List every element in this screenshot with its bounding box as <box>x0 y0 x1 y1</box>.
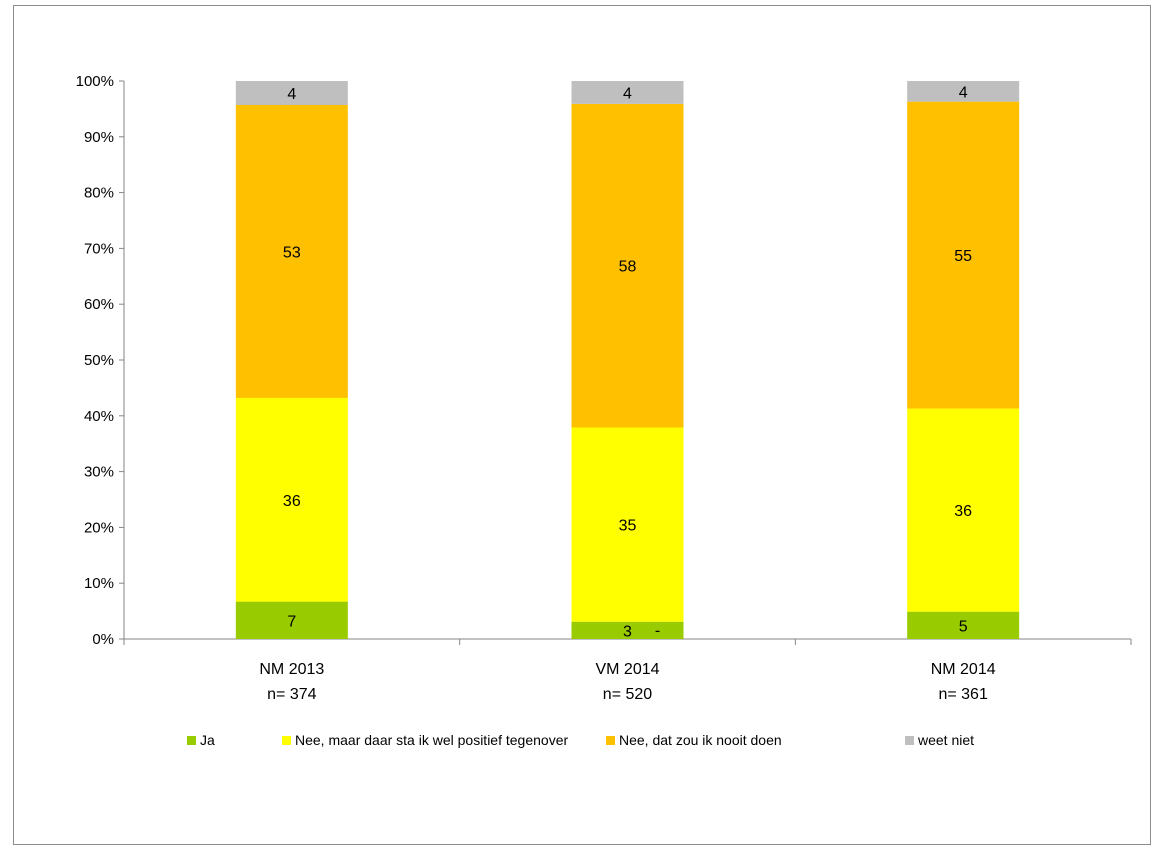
x-category-label: NM 2013 <box>259 661 324 678</box>
x-category-label: VM 2014 <box>595 661 659 678</box>
y-tick-label: 60% <box>84 296 114 313</box>
data-label: 35 <box>619 518 637 535</box>
legend-swatch <box>187 736 196 745</box>
data-label: 5 <box>959 618 968 635</box>
bar-segment <box>571 427 684 622</box>
bar-segment <box>235 81 348 105</box>
data-label: 58 <box>619 259 637 276</box>
data-label: 4 <box>623 85 632 102</box>
bar-segment <box>571 621 684 639</box>
y-tick-label: 90% <box>84 129 114 146</box>
legend-label: Nee, dat zou ik nooit doen <box>619 732 782 748</box>
x-category-n-label: n= 520 <box>603 686 652 703</box>
legend-swatch <box>905 736 914 745</box>
bar-segment <box>235 601 348 639</box>
legend-label: weet niet <box>917 732 974 748</box>
y-tick-label: 80% <box>84 185 114 202</box>
bar-segment <box>235 104 348 398</box>
y-tick-label: 20% <box>84 519 114 536</box>
data-label: 3 <box>623 623 632 640</box>
bar-segment <box>235 397 348 602</box>
y-tick-label: 100% <box>76 73 114 90</box>
y-tick-label: 50% <box>84 352 114 369</box>
y-tick-label: 70% <box>84 240 114 257</box>
bar-segment <box>571 103 684 428</box>
y-tick-label: 40% <box>84 408 114 425</box>
legend-swatch <box>606 736 615 745</box>
legend-swatch <box>282 736 291 745</box>
data-label: 53 <box>283 244 301 261</box>
extra-data-label: - <box>655 622 660 639</box>
x-category-n-label: n= 374 <box>267 686 316 703</box>
data-label: 55 <box>954 248 972 265</box>
bar-segment <box>907 611 1020 639</box>
y-tick-label: 10% <box>84 575 114 592</box>
bar-segment <box>907 101 1020 409</box>
data-label: 36 <box>954 503 972 520</box>
y-tick-label: 30% <box>84 464 114 481</box>
data-label: 7 <box>287 613 296 630</box>
y-tick-label: 0% <box>92 631 114 648</box>
x-category-label: NM 2014 <box>931 661 996 678</box>
legend-label: Nee, maar daar sta ik wel positief tegen… <box>295 732 568 748</box>
legend-label: Ja <box>200 732 215 748</box>
bar-segment <box>907 408 1020 612</box>
data-label: 4 <box>287 86 296 103</box>
x-category-n-label: n= 361 <box>938 686 987 703</box>
data-label: 4 <box>959 84 968 101</box>
bar-segment <box>907 81 1020 102</box>
bar-segment <box>571 81 684 104</box>
data-label: 36 <box>283 493 301 510</box>
